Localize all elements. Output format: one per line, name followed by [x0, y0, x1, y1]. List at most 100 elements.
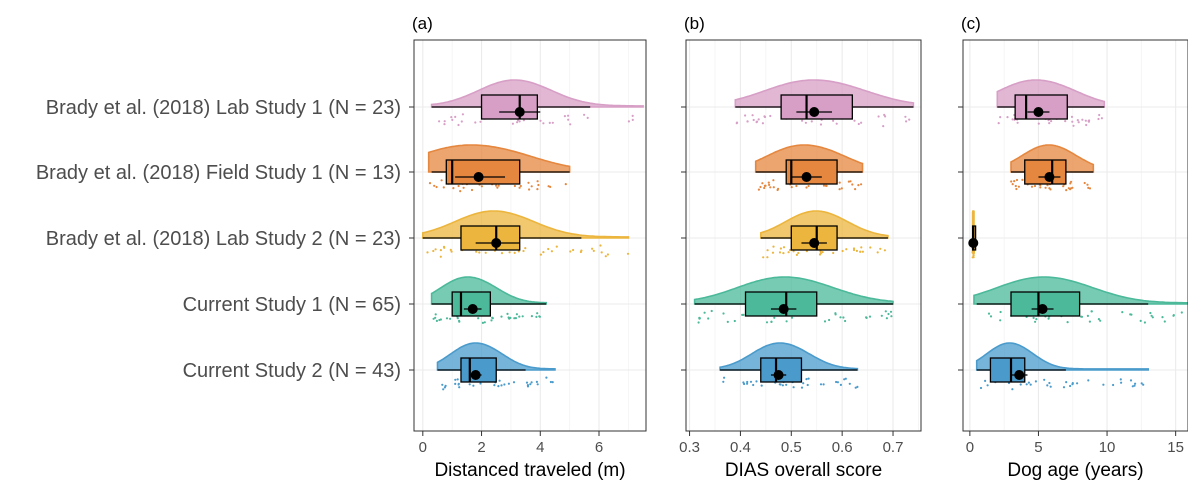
- rain-point: [861, 250, 865, 253]
- rain-point: [1172, 314, 1175, 317]
- rain-point: [443, 386, 446, 389]
- rain-point: [443, 123, 446, 126]
- rain-point: [744, 114, 747, 117]
- rain-point: [768, 183, 771, 186]
- rain-point: [472, 384, 475, 387]
- rain-point: [1029, 383, 1032, 386]
- rain-point: [854, 386, 857, 389]
- panel-tag: (c): [961, 14, 981, 33]
- rain-point: [883, 113, 886, 116]
- rain-point: [1100, 117, 1103, 120]
- rain-point: [631, 114, 634, 117]
- rain-point: [1043, 378, 1046, 381]
- rain-point: [441, 383, 444, 386]
- rain-point: [851, 183, 854, 186]
- panel: 0 5 10 15 (c) Dog age (years): [958, 14, 1188, 481]
- rain-point: [1121, 311, 1124, 314]
- rain-point: [549, 380, 553, 384]
- rain-point: [779, 247, 783, 250]
- rain-point: [792, 386, 795, 389]
- rain-point: [836, 381, 840, 384]
- rain-point: [848, 382, 851, 385]
- rain-point: [840, 187, 843, 190]
- rain-point: [1025, 383, 1028, 386]
- rain-point: [445, 317, 449, 320]
- rain-point: [443, 120, 446, 123]
- rain-point: [432, 317, 435, 320]
- rain-point: [500, 252, 504, 255]
- mean-point: [809, 238, 820, 248]
- rain-point: [1027, 381, 1030, 384]
- mean-point: [1033, 107, 1044, 117]
- rain-point: [548, 121, 551, 124]
- rain-point: [516, 121, 519, 124]
- density-cloud: [421, 210, 630, 239]
- x-tick-label: 4: [536, 439, 544, 456]
- rain-point: [819, 250, 822, 253]
- rain-point: [592, 249, 595, 252]
- rain-point: [703, 311, 706, 314]
- rain-point: [766, 256, 769, 259]
- rain-point: [542, 122, 545, 125]
- rain-point: [460, 120, 463, 123]
- panels: 0 2 4 6(a)Distanced traveled (m)0.3 0.4 0.5 0.…: [409, 14, 1188, 481]
- rain-point: [795, 184, 798, 188]
- rain-point: [1139, 319, 1142, 322]
- rain-point: [819, 383, 823, 386]
- rain-point: [569, 250, 572, 253]
- rain-point: [529, 383, 532, 386]
- rain-point: [1076, 119, 1079, 122]
- rain-point: [761, 182, 764, 185]
- rain-point: [766, 249, 769, 252]
- rain-point: [857, 122, 860, 126]
- rain-point: [763, 115, 766, 118]
- rain-point: [519, 184, 522, 188]
- rain-point: [1112, 383, 1115, 387]
- rain-point: [458, 320, 461, 323]
- rain-point: [495, 184, 498, 187]
- rain-point: [1016, 121, 1019, 124]
- rain-point: [749, 380, 753, 383]
- rain-point: [526, 385, 530, 388]
- rain-point: [1046, 384, 1049, 387]
- x-tick-label: 0.5: [781, 439, 802, 456]
- rain-point: [1071, 120, 1074, 123]
- mean-point: [473, 172, 484, 182]
- rain-point: [904, 115, 907, 118]
- rain-point: [438, 120, 441, 123]
- mean-point: [773, 370, 784, 380]
- rain-point: [838, 188, 841, 191]
- rain-point: [1032, 316, 1035, 319]
- rain-point: [764, 184, 767, 187]
- rain-point: [535, 315, 538, 318]
- rain-point: [887, 312, 890, 316]
- rain-point: [746, 380, 749, 384]
- rain-point: [839, 316, 842, 319]
- density-cloud: [973, 276, 1188, 305]
- rain-point: [550, 250, 554, 253]
- rain-point: [859, 250, 862, 253]
- rain-point: [795, 253, 799, 256]
- rain-point: [757, 118, 760, 121]
- rain-point: [530, 381, 533, 384]
- density-cloud: [719, 342, 859, 371]
- rain-point: [1011, 183, 1014, 186]
- rain-point: [1161, 316, 1164, 319]
- rain-point: [470, 188, 474, 192]
- rain-point: [762, 256, 765, 259]
- x-tick-label: 0.4: [730, 439, 751, 456]
- rain-point: [800, 386, 804, 389]
- rain-point: [822, 184, 826, 187]
- rain-point: [513, 251, 516, 254]
- rain-point: [767, 181, 770, 184]
- rain-point: [1037, 122, 1040, 125]
- rain-point: [479, 382, 482, 385]
- rain-point: [1077, 121, 1080, 124]
- x-axis-title: Distanced traveled (m): [434, 460, 625, 481]
- rain-point: [1071, 382, 1074, 385]
- rain-point: [855, 249, 859, 252]
- rain-point: [908, 118, 911, 121]
- mean-point: [1037, 304, 1048, 314]
- rain-point: [536, 383, 539, 386]
- rain-point: [479, 120, 482, 123]
